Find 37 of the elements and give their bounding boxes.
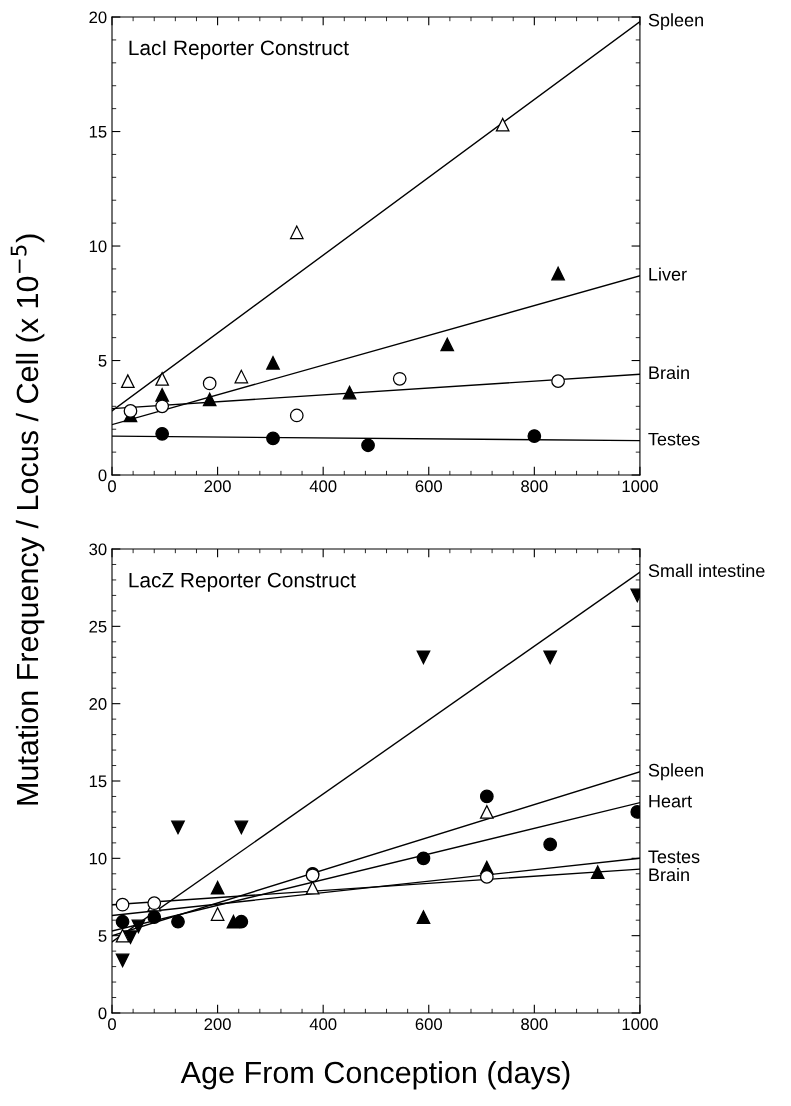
y-tick-label: 0 (98, 1007, 107, 1020)
legend-label: Testes (648, 432, 700, 446)
y-tick-label: 10 (89, 852, 107, 865)
x-tick-label: 0 (108, 1018, 116, 1031)
x-tick-label: 400 (309, 480, 337, 493)
legend-label: Brain (649, 867, 689, 882)
x-tick-label: 1000 (622, 1018, 658, 1031)
x-tick-label: 1000 (622, 480, 658, 493)
text: LacZ Reporter Construct (129, 572, 356, 592)
y-tick-label: 15 (89, 126, 107, 138)
x-tick-label: 600 (415, 480, 443, 493)
legend-label: Brain (649, 365, 689, 380)
y-tick-label: 0 (98, 469, 107, 482)
y-tick-label: 20 (89, 698, 107, 710)
x-tick-label: 0 (108, 480, 116, 493)
y-tick-label: 10 (89, 240, 107, 253)
x-tick-label: 800 (521, 1018, 548, 1031)
x-tick-label: 600 (415, 1018, 443, 1031)
y-axis-title: Mutation Frequency / Locus / Cell (x 10$^{−5}$) (10, 234, 45, 805)
legend-label: Heart (649, 794, 692, 808)
y-tick-label: 20 (89, 11, 107, 24)
y-tick-label: 5 (98, 355, 107, 367)
y-tick-label: 5 (98, 930, 107, 942)
text: LacI Reporter Construct (129, 40, 349, 60)
legend-label: Small intestine (648, 563, 765, 578)
legend-label: Spleen (648, 13, 703, 31)
legend-label: Spleen (648, 763, 703, 781)
x-tick-label: 800 (521, 480, 548, 493)
y-tick-label: 30 (89, 543, 107, 556)
x-tick-label: 200 (204, 1018, 231, 1031)
y-tick-label: 15 (89, 775, 107, 788)
y-tick-label: 25 (89, 620, 107, 633)
legend-label: Testes (648, 850, 700, 864)
legend-label: Liver (649, 267, 687, 281)
x-tick-label: 200 (204, 480, 231, 493)
x-axis-title: Age From Conception (days) (180, 1060, 570, 1090)
x-tick-label: 400 (309, 1018, 337, 1031)
